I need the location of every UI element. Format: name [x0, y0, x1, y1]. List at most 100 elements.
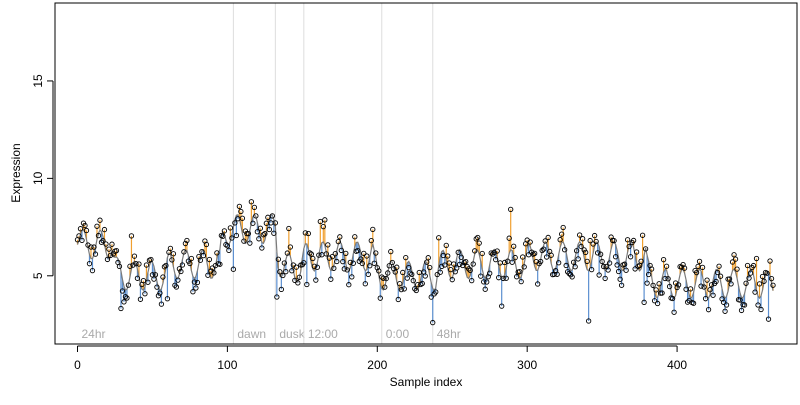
point-layer	[74, 199, 776, 326]
data-point	[758, 306, 764, 313]
data-point	[352, 234, 358, 240]
data-point	[148, 256, 154, 263]
data-point	[107, 252, 114, 259]
data-point	[538, 258, 544, 265]
data-point	[433, 289, 439, 295]
data-point	[669, 295, 676, 302]
data-point	[395, 296, 401, 303]
data-point	[229, 235, 235, 241]
data-point	[334, 258, 340, 265]
data-point	[479, 250, 485, 257]
data-point	[449, 277, 455, 283]
data-point	[701, 284, 707, 290]
data-point	[271, 230, 277, 236]
data-point	[223, 241, 229, 248]
data-point	[389, 259, 395, 266]
data-point	[600, 263, 607, 270]
data-point	[500, 275, 506, 282]
data-point	[541, 246, 547, 252]
data-point	[137, 296, 144, 302]
data-point	[131, 253, 138, 259]
data-point	[224, 243, 231, 249]
data-point	[470, 261, 476, 267]
data-point	[296, 274, 302, 280]
data-point	[566, 270, 572, 277]
data-point	[238, 208, 244, 215]
data-point	[707, 287, 713, 293]
data-point	[206, 256, 213, 263]
data-point	[295, 280, 301, 286]
data-point	[472, 248, 478, 254]
data-point	[606, 260, 613, 266]
data-point	[220, 233, 226, 239]
data-point	[698, 283, 704, 289]
data-point	[176, 266, 183, 272]
data-point	[410, 277, 416, 284]
data-point	[559, 231, 565, 237]
data-point	[675, 282, 682, 288]
data-point	[451, 261, 457, 267]
data-point	[653, 287, 659, 293]
data-point	[391, 266, 397, 272]
data-point	[641, 299, 647, 305]
plot-frame	[54, 2, 798, 345]
data-point	[481, 279, 487, 285]
data-point	[335, 238, 341, 245]
data-point	[152, 272, 159, 278]
data-point	[245, 230, 252, 237]
data-point	[277, 269, 283, 275]
data-point	[704, 277, 710, 283]
data-point	[665, 276, 671, 282]
y-tick-label: 5	[31, 272, 45, 279]
data-point	[337, 234, 343, 240]
data-point	[527, 239, 533, 245]
data-point	[612, 254, 619, 260]
data-point	[124, 295, 130, 301]
data-point	[304, 281, 310, 288]
data-point	[442, 262, 448, 268]
data-point	[226, 247, 232, 253]
data-point	[575, 256, 581, 262]
data-point	[322, 217, 328, 223]
data-point	[134, 275, 141, 281]
data-point	[83, 227, 90, 234]
data-point	[726, 276, 733, 282]
data-point	[143, 262, 150, 268]
data-point	[518, 278, 524, 285]
data-point	[545, 234, 551, 241]
data-point	[344, 267, 350, 273]
data-point	[368, 238, 374, 244]
data-point	[764, 270, 770, 276]
data-point	[499, 303, 505, 309]
data-point	[257, 225, 264, 231]
data-point	[457, 261, 463, 268]
data-point	[187, 260, 193, 267]
data-point	[746, 275, 752, 281]
data-point	[493, 256, 499, 263]
data-point	[211, 270, 217, 276]
data-point	[548, 252, 554, 258]
data-point	[699, 264, 706, 271]
x-axis-label: Sample index	[390, 375, 463, 389]
time-marker-label: dusk	[279, 327, 305, 341]
data-point	[455, 249, 461, 255]
data-point	[305, 230, 311, 237]
data-point	[340, 258, 346, 265]
data-point	[272, 220, 279, 226]
data-point	[403, 255, 409, 261]
data-point	[289, 268, 295, 274]
data-point	[308, 251, 314, 257]
data-point	[624, 237, 631, 243]
data-point	[214, 250, 220, 256]
data-point	[651, 298, 658, 304]
data-point	[508, 206, 514, 212]
data-point	[407, 270, 413, 276]
data-point	[227, 225, 234, 231]
data-point	[239, 215, 246, 221]
data-point	[338, 247, 344, 254]
data-point	[191, 279, 198, 285]
data-point	[591, 232, 598, 239]
data-point	[467, 267, 473, 274]
data-point	[708, 282, 715, 288]
